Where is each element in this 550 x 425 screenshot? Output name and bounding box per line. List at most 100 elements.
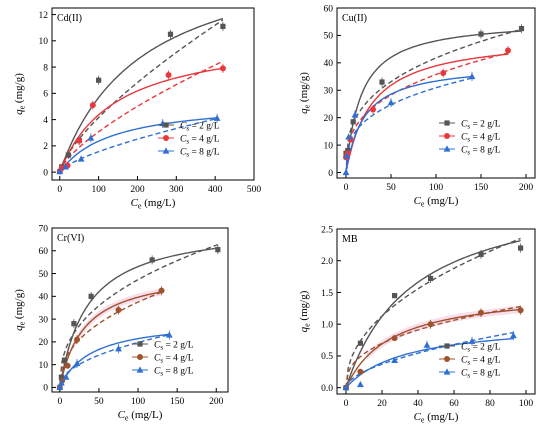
- y-tick-label: 0: [328, 169, 333, 179]
- plot-area: [56, 17, 226, 175]
- x-tick-label: 500: [247, 185, 262, 195]
- x-tick-label: 100: [519, 399, 534, 409]
- fit-curve-dashed: [59, 60, 224, 173]
- data-point: [391, 335, 398, 342]
- y-tick-label: 50: [324, 32, 334, 42]
- plot-frame: [51, 227, 229, 393]
- data-point: [149, 257, 155, 263]
- data-point: [71, 321, 77, 327]
- data-point: [62, 163, 69, 170]
- y-tick-label: 60: [324, 4, 334, 14]
- data-point: [73, 359, 81, 367]
- x-tick-label: 150: [170, 397, 185, 407]
- data-point: [89, 102, 96, 109]
- y-tick-label: 10: [324, 141, 334, 151]
- x-tick-label: 100: [429, 183, 444, 193]
- data-point: [370, 106, 376, 113]
- data-point: [77, 155, 85, 162]
- fit-curve-solid: [345, 30, 522, 173]
- legend-label: Cs = 4 g/L: [180, 135, 220, 146]
- y-tick-label: 20: [324, 114, 334, 124]
- chart-panel-1: 0 100 200 300 400 500 0 2 4 6 8 10 12 Cd(II) Ce (mg/L)…: [13, 7, 262, 211]
- data-point: [56, 167, 64, 175]
- data-point: [165, 331, 173, 338]
- data-point: [58, 374, 64, 380]
- plot-area: [56, 243, 221, 391]
- y-tick-label: 12: [39, 11, 49, 21]
- data-point: [87, 134, 95, 141]
- fit-curve-solid: [59, 17, 224, 173]
- y-axis-label: qe (mg/g): [13, 289, 27, 331]
- data-point: [115, 345, 122, 352]
- plot-frame: [336, 228, 536, 395]
- data-point: [427, 321, 434, 328]
- legend-marker: [163, 135, 169, 141]
- fit-curve-solid: [345, 75, 473, 173]
- fit-curve-solid: [59, 117, 218, 173]
- chart-panel-3: 0 50 100 150 200 0 10 20 30 40 50 60 70 Cr(VI) Ce (mg/…: [13, 224, 229, 423]
- legend-marker: [162, 147, 170, 154]
- panel-title: Cu(II): [342, 13, 367, 24]
- fit-curve-dashed: [345, 77, 473, 173]
- data-point: [213, 114, 221, 121]
- x-tick-label: 0: [57, 185, 62, 195]
- data-point: [351, 111, 359, 118]
- data-point: [391, 356, 398, 363]
- legend-label: Cs = 8 g/L: [154, 367, 194, 378]
- data-point: [219, 65, 226, 72]
- x-tick-label: 0: [344, 183, 349, 193]
- legend: Cs = 2 g/L Cs = 4 g/L Cs = 8 g/L: [132, 341, 194, 378]
- legend-marker: [137, 354, 143, 360]
- y-tick-label: 30: [324, 87, 334, 97]
- panel-title: Cr(VI): [57, 233, 84, 244]
- fit-curve-dashed: [59, 243, 219, 388]
- plot-area: [342, 24, 525, 176]
- x-tick-label: 100: [131, 397, 146, 407]
- fit-curve-dashed: [345, 237, 521, 388]
- legend-marker: [443, 368, 451, 375]
- data-point: [64, 362, 71, 369]
- y-tick-label: 10: [39, 361, 49, 371]
- legend-marker: [444, 120, 450, 126]
- fit-curve-dashed: [345, 331, 514, 388]
- y-tick-label: 0: [43, 168, 48, 178]
- legend-label: Cs = 4 g/L: [461, 356, 501, 367]
- legend-marker: [444, 133, 450, 139]
- data-point: [478, 309, 484, 316]
- data-point: [518, 245, 524, 251]
- y-axis-label: qe (mg/g): [298, 290, 312, 332]
- x-tick-label: 300: [169, 185, 184, 195]
- y-tick-label: 2.5: [321, 225, 333, 235]
- data-point: [76, 137, 83, 144]
- data-point: [74, 336, 81, 343]
- data-point: [215, 247, 221, 253]
- data-point: [478, 31, 484, 37]
- legend: Cs = 2 g/L Cs = 4 g/L Cs = 8 g/L: [439, 120, 501, 157]
- data-point: [392, 293, 398, 299]
- data-point: [357, 380, 364, 388]
- y-tick-label: 0: [43, 384, 48, 394]
- data-point: [478, 251, 484, 257]
- data-point: [517, 307, 524, 314]
- x-tick-label: 400: [208, 185, 223, 195]
- plot-area: [342, 237, 524, 391]
- legend-label: Cs = 4 g/L: [461, 133, 501, 144]
- y-tick-label: 40: [324, 59, 334, 69]
- legend-label: Cs = 4 g/L: [154, 354, 194, 365]
- x-axis-label: Ce (mg/L): [414, 195, 459, 209]
- legend-marker: [443, 145, 451, 152]
- fit-curve-solid: [59, 247, 218, 388]
- data-point: [357, 340, 363, 346]
- x-tick-label: 100: [91, 185, 106, 195]
- fit-curve-dashed: [59, 117, 218, 173]
- data-point: [518, 25, 525, 32]
- legend-label: Cs = 2 g/L: [154, 341, 194, 352]
- legend-label: Cs = 2 g/L: [461, 343, 501, 354]
- data-point: [158, 287, 165, 294]
- legend-label: Cs = 8 g/L: [461, 369, 501, 380]
- x-tick-label: 0: [57, 397, 62, 407]
- data-point: [387, 98, 395, 106]
- legend-marker: [444, 356, 450, 362]
- data-point: [468, 72, 476, 80]
- x-tick-label: 0: [344, 399, 349, 409]
